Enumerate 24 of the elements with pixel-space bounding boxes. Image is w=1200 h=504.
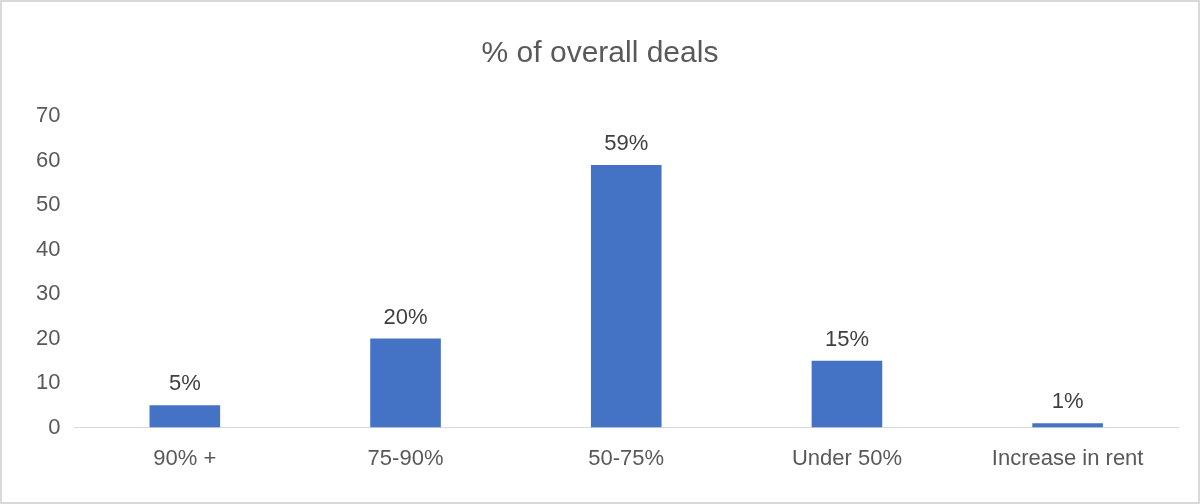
y-tick-label: 0: [48, 413, 61, 439]
bar: [149, 405, 221, 428]
bar: [1032, 423, 1103, 428]
x-tick-label: 75-90%: [367, 444, 444, 470]
bar: [811, 360, 883, 428]
bar: [590, 164, 662, 428]
x-tick-label: 90% +: [153, 444, 217, 470]
y-tick-label: 50: [35, 191, 61, 217]
y-tick-label: 60: [35, 146, 61, 172]
y-tick-label: 20: [35, 324, 61, 350]
data-label: 15%: [824, 325, 869, 351]
data-label: 1%: [1051, 388, 1084, 414]
x-tick-label: 50-75%: [588, 444, 665, 470]
bar: [370, 338, 441, 428]
x-tick-label: Under 50%: [791, 444, 902, 470]
data-label: 20%: [383, 303, 428, 329]
data-label: 5%: [168, 370, 201, 396]
y-tick-label: 10: [35, 369, 61, 395]
chart-title: % of overall deals: [481, 35, 719, 69]
y-tick-label: 40: [35, 235, 61, 261]
x-tick-label: Increase in rent: [991, 444, 1144, 470]
y-tick-label: 30: [35, 280, 61, 306]
y-tick-label: 70: [35, 102, 61, 128]
data-label: 59%: [604, 130, 649, 156]
